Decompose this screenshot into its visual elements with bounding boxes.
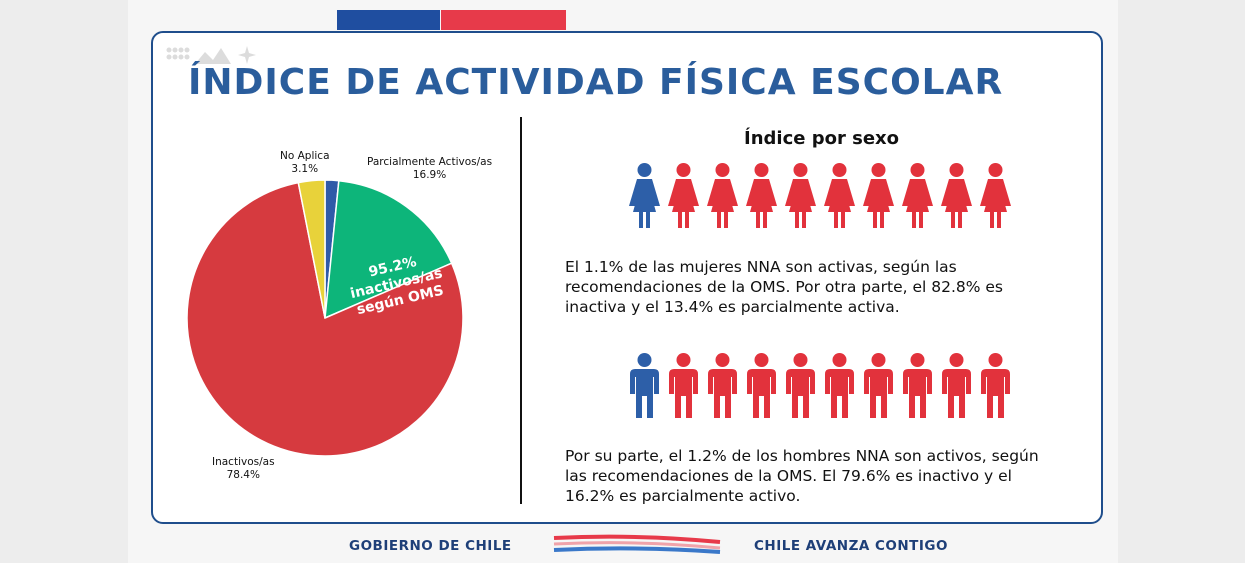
decorative-dots-icon bbox=[166, 46, 256, 64]
section-divider bbox=[520, 117, 522, 504]
male-person-icon bbox=[630, 353, 659, 418]
female-person-icon bbox=[902, 163, 933, 228]
female-person-icon bbox=[824, 163, 855, 228]
male-person-icon bbox=[981, 353, 1010, 418]
footer-gobierno: GOBIERNO DE CHILE bbox=[349, 538, 512, 554]
sex-section-title: Índice por sexo bbox=[744, 128, 900, 149]
page-title: ÍNDICE DE ACTIVIDAD FÍSICA ESCOLAR bbox=[188, 62, 1004, 103]
female-person-icon bbox=[785, 163, 816, 228]
male-person-icon bbox=[708, 353, 737, 418]
label-parcialmente-value: 16.9% bbox=[412, 169, 447, 181]
footer-chile-avanza: CHILE AVANZA CONTIGO bbox=[754, 538, 948, 554]
female-person-icon bbox=[707, 163, 738, 228]
label-parcialmente: Parcialmente Activos/as 16.9% bbox=[367, 156, 492, 182]
female-person-icon bbox=[746, 163, 777, 228]
chile-logo-swoosh-icon bbox=[553, 534, 721, 554]
male-icons-row bbox=[626, 352, 1014, 420]
male-person-icon bbox=[942, 353, 971, 418]
pie-slice-parcialmente-activos-as bbox=[324, 179, 453, 320]
female-person-icon bbox=[629, 163, 660, 228]
male-person-icon bbox=[864, 353, 893, 418]
female-icons-row bbox=[626, 162, 1014, 230]
female-person-icon bbox=[941, 163, 972, 228]
flag-stripe-blue bbox=[337, 10, 440, 30]
male-person-icon bbox=[786, 353, 815, 418]
female-person-icon bbox=[668, 163, 699, 228]
male-person-icon bbox=[825, 353, 854, 418]
pie-slice-inactivos-as bbox=[186, 181, 464, 457]
label-no-aplica: No Aplica 3.1% bbox=[280, 150, 330, 176]
female-paragraph: El 1.1% de las mujeres NNA son activas, … bbox=[565, 258, 1004, 316]
label-no-aplica-name: No Aplica bbox=[280, 150, 330, 162]
label-parcialmente-name: Parcialmente Activos/as bbox=[367, 156, 493, 168]
male-person-icon bbox=[747, 353, 776, 418]
pie-chart bbox=[186, 179, 464, 457]
male-paragraph: Por su parte, el 1.2% de los hombres NNA… bbox=[565, 447, 1039, 505]
label-inactivos: Inactivos/as 78.4% bbox=[212, 456, 275, 482]
flag-stripe-red bbox=[441, 10, 566, 30]
label-inactivos-name: Inactivos/as bbox=[212, 456, 275, 468]
male-person-icon bbox=[669, 353, 698, 418]
male-person-icon bbox=[903, 353, 932, 418]
label-inactivos-value: 78.4% bbox=[226, 469, 260, 481]
label-no-aplica-value: 3.1% bbox=[291, 163, 319, 175]
female-person-icon bbox=[863, 163, 894, 228]
pie-slice-no-aplica bbox=[297, 179, 326, 319]
female-person-icon bbox=[980, 163, 1011, 228]
